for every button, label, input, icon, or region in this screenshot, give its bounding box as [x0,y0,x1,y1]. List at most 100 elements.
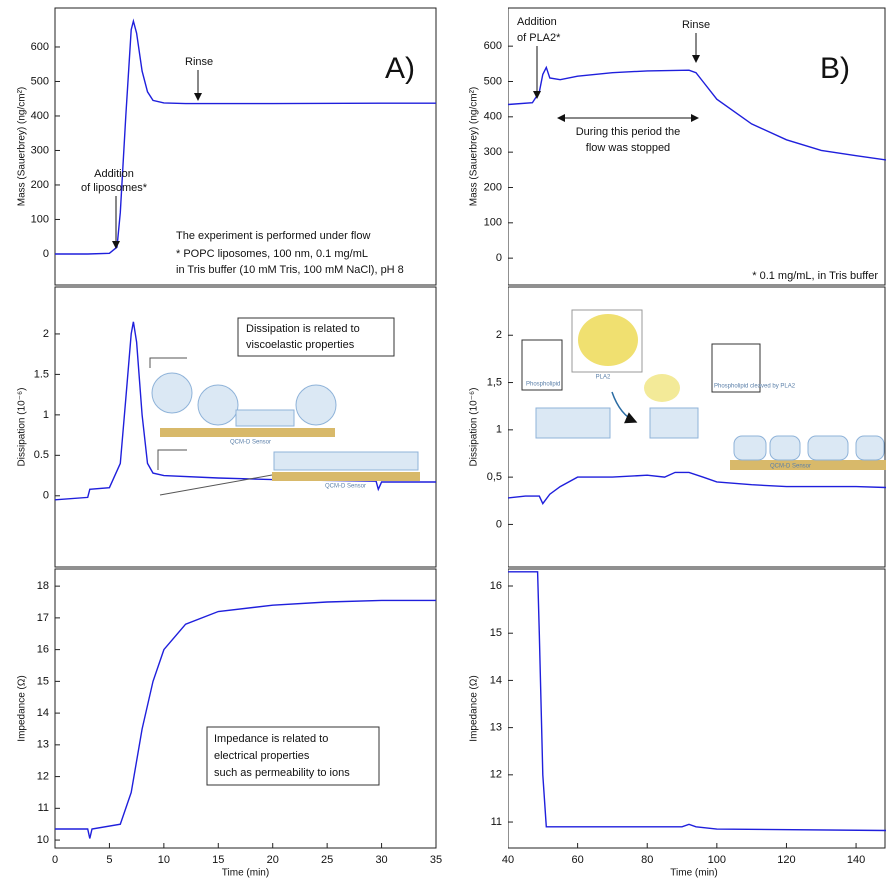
y-tick-label: 0 [496,518,502,530]
panel-label: B) [820,52,850,85]
sensor [730,460,886,470]
bilayer [649,407,699,439]
y-tick-label: 600 [484,40,502,52]
annotation: of liposomes* [81,182,148,194]
annotation: QCM-D Sensor [325,484,366,490]
y-tick-label: 200 [31,179,49,191]
liposome [769,435,801,461]
y-tick-label: 100 [31,213,49,225]
data-line [508,471,886,505]
panel [508,7,886,286]
liposome [733,435,767,461]
plot-frame [508,7,886,286]
annotation: During this period the [576,126,681,138]
y-tick-label: 300 [31,144,49,156]
annotation: Addition [94,168,134,180]
y-axis-label: Mass (Sauerbrey) (ng/cm²) [469,87,480,206]
x-tick-label: 15 [212,854,224,866]
x-tick-label: 5 [106,854,112,866]
y-tick-label: 400 [484,111,502,123]
data-line [55,18,436,255]
y-tick-label: 13 [37,739,49,751]
y-tick-label: 0 [496,252,502,264]
liposome [151,372,193,414]
x-tick-label: 100 [708,854,726,866]
y-tick-label: 17 [37,612,49,624]
y-tick-label: 14 [490,674,502,686]
y-tick-label: 600 [31,41,49,53]
inset [521,339,563,391]
y-tick-label: 1.5 [34,368,49,380]
y-tick-label: 1 [496,424,502,436]
bilayer [535,407,611,439]
note-box [237,317,395,357]
y-tick-label: 200 [484,181,502,193]
annotation: such as permeability to ions [214,767,350,779]
liposome [197,384,239,426]
y-tick-label: 12 [490,769,502,781]
y-tick-label: 1,5 [487,376,502,388]
pla2 [578,314,638,366]
x-tick-label: 120 [777,854,795,866]
plot-frame [54,7,437,286]
pla2 [644,374,680,402]
y-axis-label: Dissipation (10⁻⁶) [469,388,480,467]
y-tick-label: 13 [490,722,502,734]
panel [508,286,886,568]
annotation: Phospholipid [526,382,560,388]
y-tick-label: 0 [43,490,49,502]
annotation: Rinse [682,19,710,31]
bilayer [273,451,419,471]
y-tick-label: 14 [37,707,49,719]
y-tick-label: 300 [484,146,502,158]
y-axis-label: Impedance (Ω) [469,675,480,741]
y-tick-label: 500 [484,75,502,87]
x-tick-label: 35 [430,854,442,866]
annotation: QCM-D Sensor [770,464,811,470]
x-tick-label: 60 [571,854,583,866]
annotations: A) Rinse Addition of liposomes* The expe… [81,16,878,779]
note-box [206,726,380,786]
y-tick-label: 15 [490,627,502,639]
y-tick-label: 16 [37,644,49,656]
panel [54,7,437,286]
annotation: of PLA2* [517,32,561,44]
annotation: QCM-D Sensor [230,440,271,446]
x-axis-label: Time (min) [670,868,717,879]
annotation: * POPC liposomes, 100 nm, 0.1 mg/mL [176,248,368,260]
annotation: Impedance is related to [214,733,328,745]
y-axis-label: Mass (Sauerbrey) (ng/cm²) [17,87,28,206]
y-tick-label: 16 [490,580,502,592]
liposome [295,384,337,426]
annotation: * 0.1 mg/mL, in Tris buffer [752,270,878,282]
inset [711,343,761,393]
x-tick-label: 25 [321,854,333,866]
y-tick-label: 0 [43,248,49,260]
y-axis-label: Impedance (Ω) [17,675,28,741]
y-tick-label: 2 [43,328,49,340]
y-tick-label: 500 [31,75,49,87]
annotation: viscoelastic properties [246,339,355,351]
x-tick-label: 40 [502,854,514,866]
x-tick-label: 80 [641,854,653,866]
sensor [160,428,335,437]
y-tick-label: 0,5 [487,471,502,483]
annotation: The experiment is performed under flow [176,230,370,242]
bilayer [235,409,295,427]
arrow [611,391,638,424]
panel [54,286,437,568]
plot-frame [54,286,437,568]
y-tick-label: 400 [31,110,49,122]
plot-frame [54,568,437,849]
illustrations [112,33,886,786]
y-tick-label: 100 [484,217,502,229]
liposome [855,435,885,461]
x-tick-label: 10 [158,854,170,866]
pointer [157,449,187,470]
annotation: PLA2 [596,375,611,381]
y-tick-label: 0.5 [34,449,49,461]
panel-label: A) [385,52,415,85]
y-tick-label: 2 [496,329,502,341]
annotation: Dissipation is related to [246,323,360,335]
